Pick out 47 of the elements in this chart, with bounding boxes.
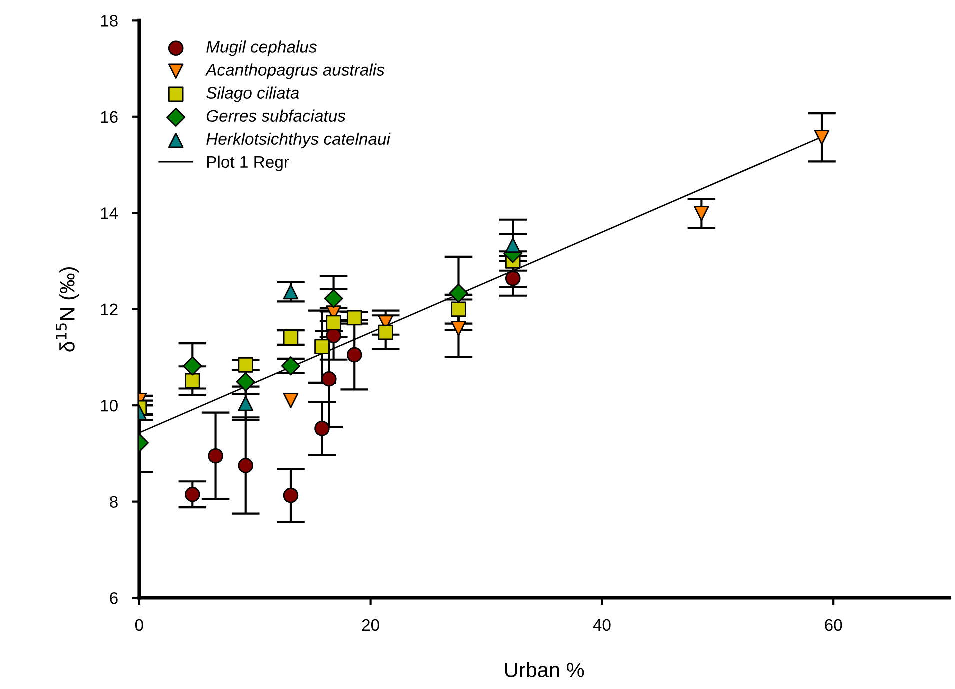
point [283,330,299,346]
point [378,324,394,340]
point [185,486,200,502]
point [346,310,362,326]
point [314,421,330,436]
point [451,302,466,317]
point [238,358,254,373]
point [326,315,342,330]
point [346,347,362,363]
point [236,372,256,392]
x-tick-label: 40 [593,619,611,632]
y-tick-label: 8 [110,496,118,508]
point [208,448,224,464]
x-tick-label: 0 [135,619,144,632]
point [449,284,468,304]
point [505,270,521,286]
y-tick-label: 10 [101,400,118,412]
legend-label: Gerres subfaciatus [206,110,346,122]
point [183,356,202,376]
y-tick-label: 14 [101,208,118,220]
x-tick-label: 20 [362,619,380,632]
y-axis-title: δ$^{15}$N (‰) [56,268,80,352]
point [238,458,254,474]
x-axis-title: Urban % [505,662,584,678]
y-tick-label: 18 [101,15,118,27]
point [322,371,337,387]
point [283,284,299,300]
point [324,289,344,308]
legend-label: Acanthopagrus australis [205,64,385,80]
y-tick-label: 6 [110,592,118,604]
point [505,238,521,254]
point [814,130,830,146]
point [314,339,330,355]
y-tick-label: 12 [101,304,118,316]
point [185,373,200,389]
point [283,393,299,408]
y-tick-label: 16 [101,111,118,124]
point [694,206,710,222]
point [281,356,301,376]
point [283,488,299,504]
x-tick-label: 60 [825,619,842,632]
legend-label: Silago ciliata [206,86,300,102]
legend-label: Herklotsichthys catelnaui [206,132,391,148]
legend-label: Plot 1 Regr [207,156,290,172]
point [451,320,466,336]
point [238,396,254,412]
legend-label: Mugil cephalus [206,40,317,56]
